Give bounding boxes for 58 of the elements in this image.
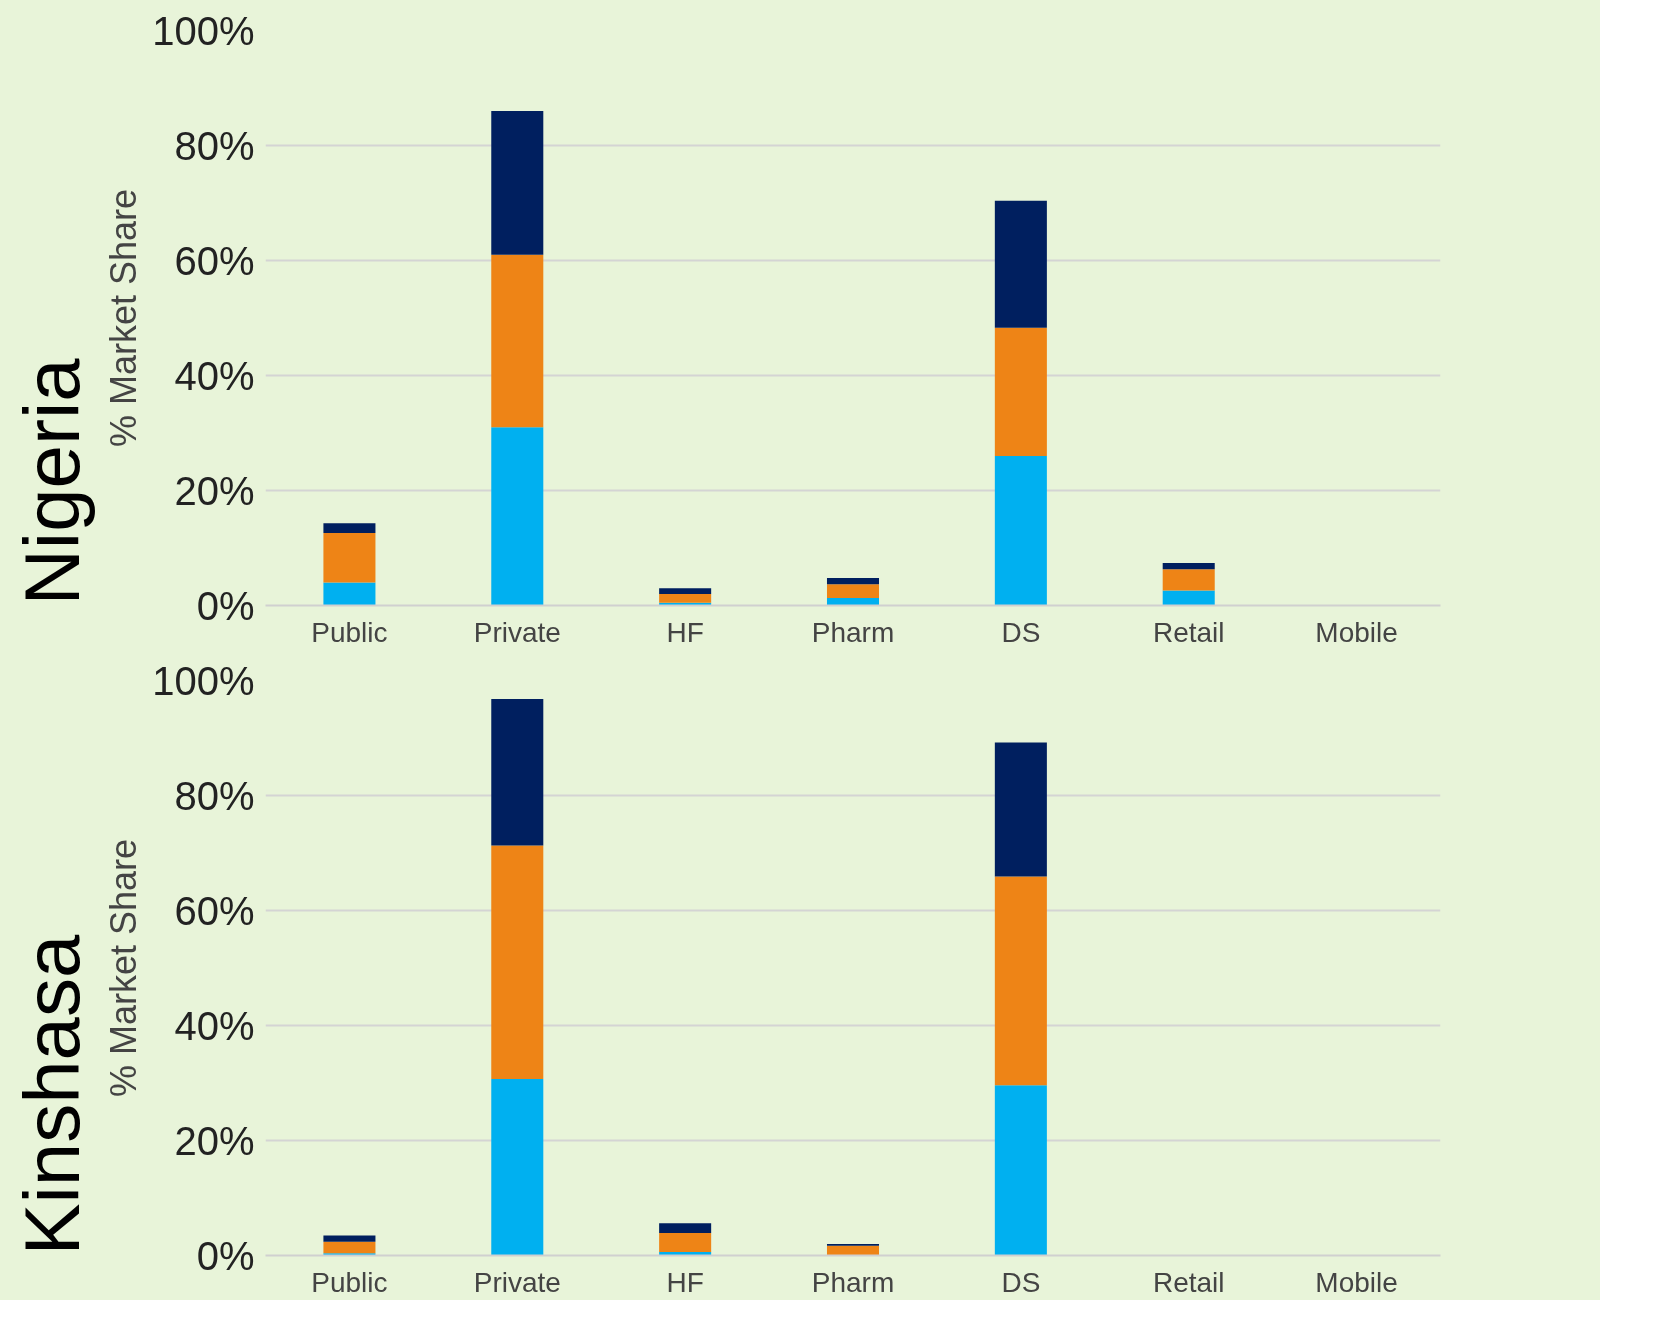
bar bbox=[826, 577, 880, 585]
bar bbox=[323, 533, 376, 583]
bar bbox=[323, 523, 376, 534]
x-tick-label: HF bbox=[666, 616, 704, 648]
y-tick-label: 80% bbox=[174, 123, 255, 168]
bar bbox=[826, 1245, 880, 1256]
x-tick-label: Public bbox=[311, 616, 388, 648]
y-tick-label: 0% bbox=[196, 583, 255, 628]
bar bbox=[994, 742, 1047, 877]
y-tick-label: 100% bbox=[152, 658, 255, 703]
y-tick-label: 40% bbox=[174, 1003, 255, 1048]
y-tick-label: 60% bbox=[174, 238, 255, 283]
x-tick-label: Retail bbox=[1152, 1266, 1225, 1298]
bar bbox=[994, 456, 1047, 606]
x-tick-label: Pharm bbox=[811, 616, 895, 648]
y-tick-label: 60% bbox=[174, 888, 255, 933]
bar bbox=[323, 582, 376, 606]
x-tick-label: DS bbox=[1001, 616, 1041, 648]
bar bbox=[659, 1223, 712, 1234]
x-tick-label: Mobile bbox=[1315, 1266, 1398, 1298]
bar bbox=[491, 698, 544, 846]
y-tick-label: 40% bbox=[174, 353, 255, 398]
x-tick-label: Private bbox=[473, 1266, 561, 1298]
x-tick-label: Pharm bbox=[811, 1266, 895, 1298]
bar bbox=[826, 598, 880, 606]
bar bbox=[491, 845, 544, 1079]
x-tick-label: DS bbox=[1001, 1266, 1041, 1298]
bar bbox=[491, 254, 544, 428]
text: Nigeria bbox=[7, 357, 96, 606]
x-tick-label: Mobile bbox=[1315, 616, 1398, 648]
bar bbox=[659, 588, 712, 594]
y-axis-title: % Market Share bbox=[103, 188, 145, 448]
bar bbox=[659, 1233, 712, 1253]
bar bbox=[1162, 562, 1215, 570]
y-tick-label: 0% bbox=[196, 1233, 255, 1278]
y-tick-label: 20% bbox=[174, 1118, 255, 1163]
x-tick-label: Retail bbox=[1152, 616, 1225, 648]
bar bbox=[994, 1085, 1047, 1256]
bar bbox=[994, 200, 1047, 328]
text: Kinshasa bbox=[7, 934, 96, 1256]
y-tick-label: 80% bbox=[174, 773, 255, 818]
bar bbox=[1162, 569, 1215, 591]
bar bbox=[491, 1078, 544, 1256]
y-tick-label: 100% bbox=[152, 8, 255, 53]
bar bbox=[1162, 590, 1215, 606]
bar bbox=[491, 427, 544, 606]
bar bbox=[994, 876, 1047, 1086]
bar bbox=[323, 1241, 376, 1254]
x-tick-label: Private bbox=[473, 616, 561, 648]
y-axis-title: % Market Share bbox=[103, 838, 145, 1098]
bar bbox=[323, 1235, 376, 1242]
bar bbox=[994, 327, 1047, 456]
x-tick-label: HF bbox=[666, 1266, 704, 1298]
y-tick-label: 20% bbox=[174, 468, 255, 513]
x-tick-label: Public bbox=[311, 1266, 388, 1298]
bar bbox=[826, 584, 880, 599]
bar bbox=[659, 594, 712, 603]
bar bbox=[491, 111, 544, 255]
